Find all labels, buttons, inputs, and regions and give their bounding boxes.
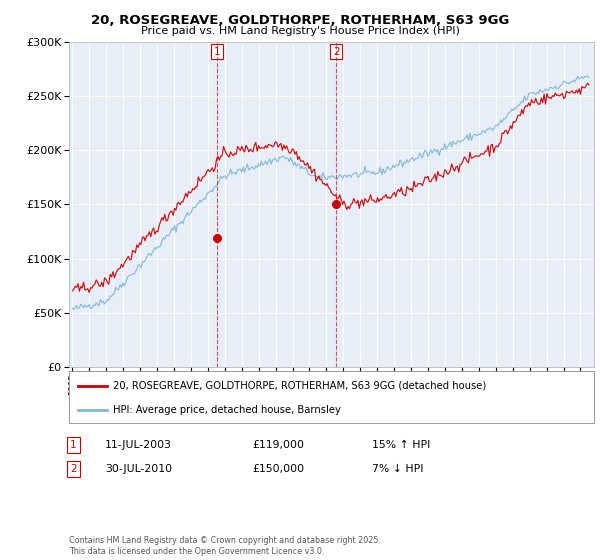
Text: 20, ROSEGREAVE, GOLDTHORPE, ROTHERHAM, S63 9GG (detached house): 20, ROSEGREAVE, GOLDTHORPE, ROTHERHAM, S… (113, 381, 486, 391)
Text: 15% ↑ HPI: 15% ↑ HPI (372, 440, 430, 450)
Text: 30-JUL-2010: 30-JUL-2010 (105, 464, 172, 474)
Text: 11-JUL-2003: 11-JUL-2003 (105, 440, 172, 450)
Text: 20, ROSEGREAVE, GOLDTHORPE, ROTHERHAM, S63 9GG: 20, ROSEGREAVE, GOLDTHORPE, ROTHERHAM, S… (91, 14, 509, 27)
Text: Contains HM Land Registry data © Crown copyright and database right 2025.
This d: Contains HM Land Registry data © Crown c… (69, 536, 381, 556)
Text: Price paid vs. HM Land Registry's House Price Index (HPI): Price paid vs. HM Land Registry's House … (140, 26, 460, 36)
Text: HPI: Average price, detached house, Barnsley: HPI: Average price, detached house, Barn… (113, 405, 340, 415)
Text: £119,000: £119,000 (252, 440, 304, 450)
Text: 7% ↓ HPI: 7% ↓ HPI (372, 464, 424, 474)
Text: 1: 1 (214, 47, 220, 57)
Text: 1: 1 (70, 440, 77, 450)
Text: 2: 2 (70, 464, 77, 474)
Text: £150,000: £150,000 (252, 464, 304, 474)
Text: 2: 2 (333, 47, 340, 57)
